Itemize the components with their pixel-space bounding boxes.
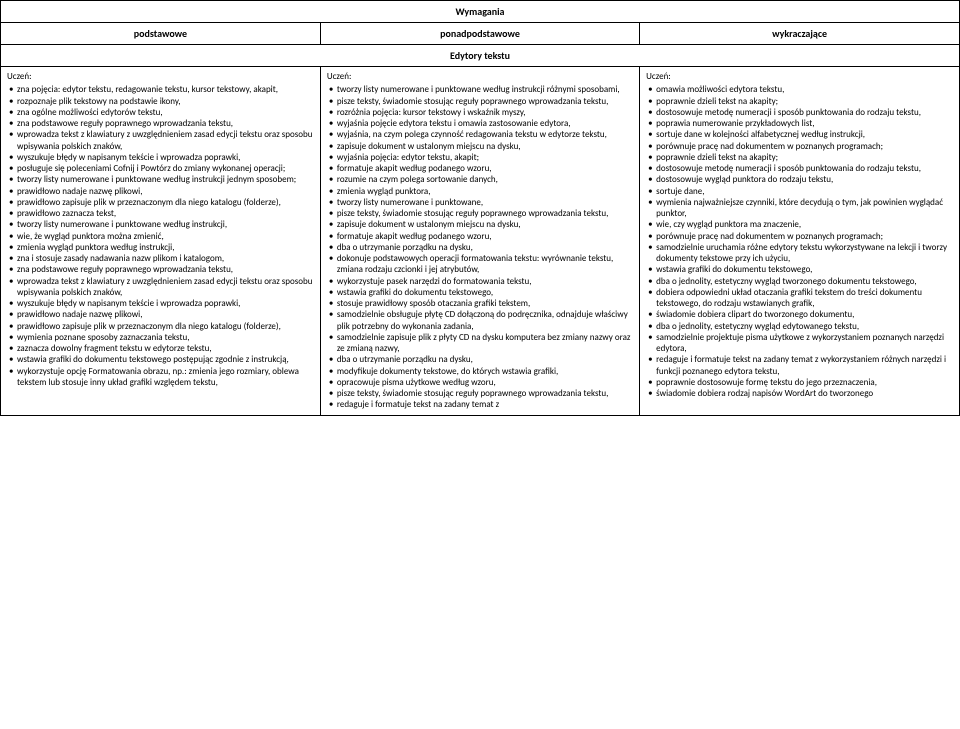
bullet-list-exceeding: omawia możliwości edytora tekstu,poprawn… [646, 84, 953, 399]
list-item: samodzielnie obsługuje płytę CD dołączon… [327, 309, 633, 332]
list-item: zapisuje dokument w ustalonym miejscu na… [327, 219, 633, 230]
list-item: modyfikuje dokumenty tekstowe, do któryc… [327, 366, 633, 377]
list-item: wymienia najważniejsze czynniki, które d… [646, 197, 953, 220]
section-title: Edytory tekstu [1, 45, 959, 67]
title-row: Wymagania [1, 1, 959, 23]
list-item: dostosowuje metodę numeracji i sposób pu… [646, 163, 953, 174]
list-item: rozróżnia pojęcia: kursor tekstowy i wsk… [327, 107, 633, 118]
column-exceeding: Uczeń: omawia możliwości edytora tekstu,… [640, 67, 959, 415]
header-basic: podstawowe [1, 23, 320, 45]
list-item: dokonuje podstawowych operacji formatowa… [327, 253, 633, 276]
bullet-list-basic: zna pojęcia: edytor tekstu, redagowanie … [7, 84, 314, 388]
list-item: pisze teksty, świadomie stosując reguły … [327, 208, 633, 219]
list-item: porównuje pracę nad dokumentem w poznany… [646, 231, 953, 242]
table-title: Wymagania [1, 1, 959, 23]
list-item: porównuje pracę nad dokumentem w poznany… [646, 141, 953, 152]
column-lead: Uczeń: [7, 71, 314, 82]
list-item: samodzielnie zapisuje plik z płyty CD na… [327, 332, 633, 355]
list-item: prawidłowo nadaje nazwę plikowi, [7, 309, 314, 320]
list-item: sortuje dane w kolejności alfabetycznej … [646, 129, 953, 140]
list-item: poprawnie dzieli tekst na akapity; [646, 152, 953, 163]
list-item: prawidłowo zapisuje plik w przeznaczonym… [7, 321, 314, 332]
list-item: formatuje akapit według podanego wzoru, [327, 163, 633, 174]
list-item: świadomie dobiera rodzaj napisów WordArt… [646, 388, 953, 399]
list-item: zna i stosuje zasady nadawania nazw plik… [7, 253, 314, 264]
list-item: rozumie na czym polega sortowanie danych… [327, 174, 633, 185]
list-item: samodzielnie uruchamia różne edytory tek… [646, 242, 953, 265]
header-exceeding: wykraczające [640, 23, 959, 45]
list-item: dba o utrzymanie porządku na dysku, [327, 242, 633, 253]
list-item: wykorzystuje opcję Formatowania obrazu, … [7, 366, 314, 389]
list-item: formatuje akapit według podanego wzoru, [327, 231, 633, 242]
list-item: świadomie dobiera clipart do tworzonego … [646, 309, 953, 320]
list-item: wyszukuje błędy w napisanym tekście i wp… [7, 152, 314, 163]
list-item: wstawia grafiki do dokumentu tekstowego, [327, 287, 633, 298]
list-item: samodzielnie projektuje pisma użytkowe z… [646, 332, 953, 355]
list-item: dba o jednolity, estetyczny wygląd tworz… [646, 276, 953, 287]
list-item: zna pojęcia: edytor tekstu, redagowanie … [7, 84, 314, 95]
list-item: wyjaśnia pojęcia: edytor tekstu, akapit; [327, 152, 633, 163]
list-item: wie, że wygląd punktora można zmienić, [7, 231, 314, 242]
bullet-list-above-basic: tworzy listy numerowane i punktowane wed… [327, 84, 633, 410]
list-item: wstawia grafiki do dokumentu tekstowego … [7, 354, 314, 365]
list-item: sortuje dane, [646, 186, 953, 197]
list-item: tworzy listy numerowane i punktowane wed… [7, 219, 314, 230]
list-item: zmienia wygląd punktora, [327, 186, 633, 197]
list-item: wyszukuje błędy w napisanym tekście i wp… [7, 298, 314, 309]
list-item: wprowadza tekst z klawiatury z uwzględni… [7, 129, 314, 152]
column-lead: Uczeń: [327, 71, 633, 82]
list-item: redaguje i formatuje tekst na zadany tem… [646, 354, 953, 377]
list-item: poprawnie dzieli tekst na akapity; [646, 96, 953, 107]
list-item: tworzy listy numerowane i punktowane wed… [327, 84, 633, 95]
list-item: rozpoznaje plik tekstowy na podstawie ik… [7, 96, 314, 107]
list-item: zna podstawowe reguły poprawnego wprowad… [7, 118, 314, 129]
list-item: dba o utrzymanie porządku na dysku, [327, 354, 633, 365]
column-above-basic: Uczeń: tworzy listy numerowane i punktow… [320, 67, 639, 415]
column-basic: Uczeń: zna pojęcia: edytor tekstu, redag… [1, 67, 320, 415]
list-item: zapisuje dokument w ustalonym miejscu na… [327, 141, 633, 152]
list-item: poprawia numerowanie przykładowych list, [646, 118, 953, 129]
list-item: poprawnie dostosowuje formę tekstu do je… [646, 377, 953, 388]
list-item: prawidłowo zapisuje plik w przeznaczonym… [7, 197, 314, 208]
list-item: prawidłowo zaznacza tekst, [7, 208, 314, 219]
list-item: wyjaśnia pojęcie edytora tekstu i omawia… [327, 118, 633, 129]
list-item: tworzy listy numerowane i punktowane wed… [7, 174, 314, 185]
header-above-basic: ponadpodstawowe [320, 23, 639, 45]
list-item: wie, czy wygląd punktora ma znaczenie, [646, 219, 953, 230]
list-item: dobiera odpowiedni układ otaczania grafi… [646, 287, 953, 310]
requirements-table: Wymagania podstawowe ponadpodstawowe wyk… [1, 1, 959, 415]
header-row: podstawowe ponadpodstawowe wykraczające [1, 23, 959, 45]
list-item: omawia możliwości edytora tekstu, [646, 84, 953, 95]
list-item: pisze teksty, świadomie stosując reguły … [327, 388, 633, 399]
list-item: wprowadza tekst z klawiatury z uwzględni… [7, 276, 314, 299]
list-item: posługuje się poleceniami Cofnij i Powtó… [7, 163, 314, 174]
list-item: dba o jednolity, estetyczny wygląd edyto… [646, 321, 953, 332]
list-item: tworzy listy numerowane i punktowane, [327, 197, 633, 208]
list-item: wymienia poznane sposoby zaznaczania tek… [7, 332, 314, 343]
list-item: opracowuje pisma użytkowe według wzoru, [327, 377, 633, 388]
page-container: Wymagania podstawowe ponadpodstawowe wyk… [0, 0, 960, 416]
list-item: zmienia wygląd punktora według instrukcj… [7, 242, 314, 253]
list-item: wstawia grafiki do dokumentu tekstowego, [646, 264, 953, 275]
list-item: zna podstawowe reguły poprawnego wprowad… [7, 264, 314, 275]
content-row: Uczeń: zna pojęcia: edytor tekstu, redag… [1, 67, 959, 415]
list-item: prawidłowo nadaje nazwę plikowi, [7, 186, 314, 197]
list-item: dostosowuje wygląd punktora do rodzaju t… [646, 174, 953, 185]
list-item: stosuje prawidłowy sposób otaczania graf… [327, 298, 633, 309]
list-item: wyjaśnia, na czym polega czynność redago… [327, 129, 633, 140]
section-row: Edytory tekstu [1, 45, 959, 67]
list-item: pisze teksty, świadomie stosując reguły … [327, 96, 633, 107]
list-item: zna ogólne możliwości edytorów tekstu, [7, 107, 314, 118]
column-lead: Uczeń: [646, 71, 953, 82]
list-item: wykorzystuje pasek narzędzi do formatowa… [327, 276, 633, 287]
list-item: dostosowuje metodę numeracji i sposób pu… [646, 107, 953, 118]
list-item: redaguje i formatuje tekst na zadany tem… [327, 399, 633, 410]
list-item: zaznacza dowolny fragment tekstu w edyto… [7, 343, 314, 354]
